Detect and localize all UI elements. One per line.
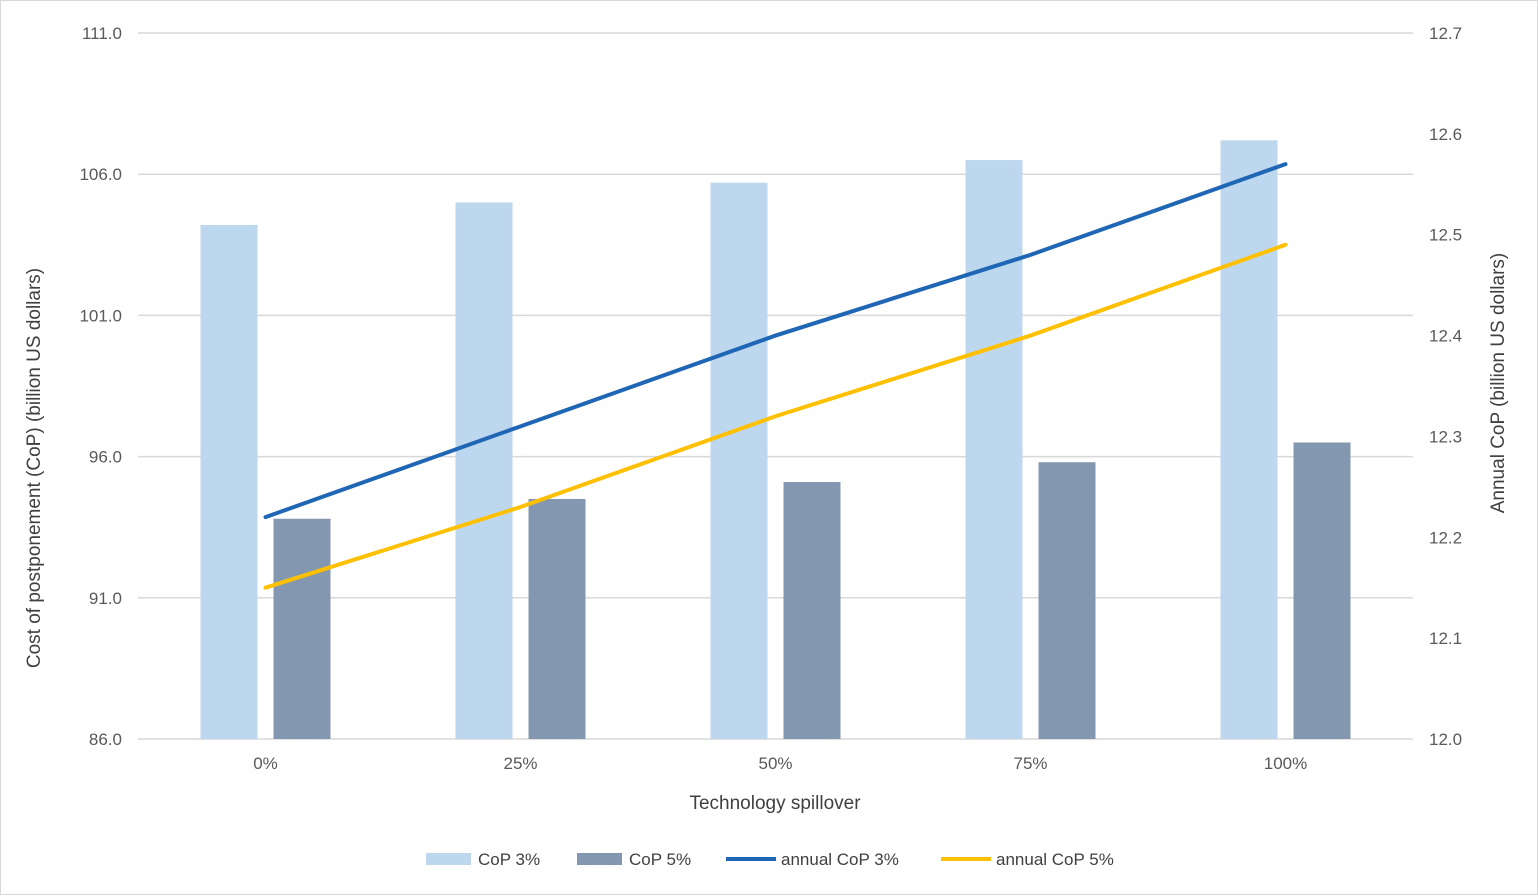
bar-cop-3 <box>710 182 768 739</box>
y-tick-label: 96.0 <box>89 448 122 467</box>
bar-cop-5 <box>273 518 331 739</box>
x-tick-label: 50% <box>758 754 792 773</box>
y2-tick-label: 12.5 <box>1429 226 1462 245</box>
y2-tick-label: 12.7 <box>1429 24 1462 43</box>
legend-label-annual-cop-3: annual CoP 3% <box>781 850 899 869</box>
y-tick-label: 101.0 <box>79 306 122 325</box>
y-tick-label: 86.0 <box>89 730 122 749</box>
line-annual-cop-5 <box>263 242 1288 590</box>
x-tick-label: 0% <box>253 754 278 773</box>
y-axis-title: Cost of postponement (CoP) (billion US d… <box>24 268 45 668</box>
y-tick-label: 91.0 <box>89 589 122 608</box>
bar-cop-3 <box>965 160 1023 739</box>
legend-label-cop-5: CoP 5% <box>629 850 691 869</box>
y2-tick-label: 12.3 <box>1429 427 1462 446</box>
bar-cop-5 <box>528 498 586 739</box>
bar-cop-5 <box>1038 462 1096 739</box>
bar-cop-5 <box>1293 442 1351 739</box>
y2-tick-label: 12.6 <box>1429 125 1462 144</box>
legend-swatch-cop-3 <box>426 853 471 865</box>
legend-swatch-cop-5 <box>577 853 622 865</box>
bar-cop-5 <box>783 482 841 739</box>
y2-tick-label: 12.2 <box>1429 528 1462 547</box>
axis-ticks: 86.0 91.0 96.0 101.0 106.0 111.0 12.0 12.1 12.2 1… <box>79 24 1462 773</box>
y2-tick-label: 12.4 <box>1429 327 1462 346</box>
x-axis-title: Technology spillover <box>689 793 861 814</box>
legend-label-annual-cop-5: annual CoP 5% <box>996 850 1114 869</box>
x-tick-label: 100% <box>1264 754 1307 773</box>
y-tick-label: 106.0 <box>79 165 122 184</box>
line-series <box>263 162 1288 590</box>
y2-tick-label: 12.1 <box>1429 629 1462 648</box>
bar-cop-3 <box>1220 140 1278 739</box>
y2-tick-label: 12.0 <box>1429 730 1462 749</box>
y2-axis-title: Annual CoP (billion US dollars) <box>1488 253 1509 514</box>
legend-label-cop-3: CoP 3% <box>478 850 540 869</box>
x-tick-label: 75% <box>1013 754 1047 773</box>
y-tick-label: 111.0 <box>82 24 122 43</box>
legend: CoP 3% CoP 5% annual CoP 3% annual CoP 5… <box>426 850 1114 869</box>
x-tick-label: 25% <box>503 754 537 773</box>
bar-series <box>200 140 1351 740</box>
bar-cop-3 <box>455 202 513 739</box>
line-annual-cop-3 <box>263 162 1288 520</box>
gridlines <box>138 32 1413 740</box>
bar-cop-3 <box>200 225 258 740</box>
